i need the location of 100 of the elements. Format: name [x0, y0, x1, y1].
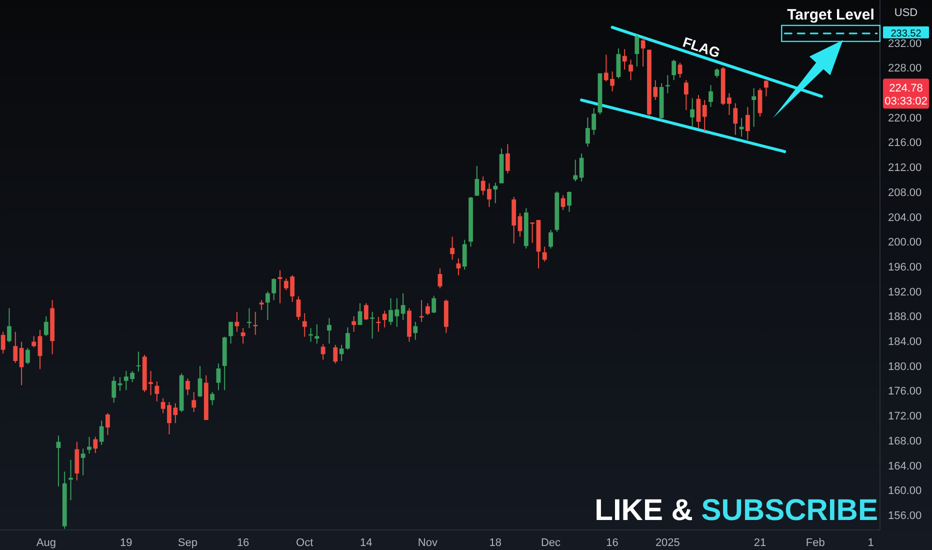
y-tick-label: 168.00 [888, 435, 922, 448]
candlestick [44, 316, 48, 337]
candlestick [382, 310, 387, 328]
candlestick [185, 378, 190, 396]
candlestick [456, 258, 461, 276]
candlestick [462, 239, 467, 270]
y-tick-label: 188.00 [888, 311, 922, 324]
y-tick-label: 228.00 [888, 62, 922, 75]
candlestick [192, 392, 196, 412]
candlestick [105, 412, 110, 436]
candlestick [327, 318, 332, 344]
candlestick [634, 34, 640, 67]
candlestick [7, 308, 12, 343]
candlestick [474, 165, 480, 196]
candlestick [320, 344, 326, 360]
x-tick-label: Feb [806, 536, 825, 549]
candlestick [714, 68, 720, 78]
x-tick-label: 16 [606, 536, 618, 549]
candlestick [628, 59, 633, 81]
candlestick [400, 292, 406, 320]
candlestick [702, 100, 707, 132]
y-tick-label: 216.00 [888, 137, 922, 150]
x-tick-label: Aug [36, 536, 56, 549]
candlestick [493, 182, 498, 204]
candlestick [573, 159, 578, 182]
x-tick-label: 1 [868, 536, 874, 549]
series-label: Target Level [787, 6, 874, 24]
x-tick-label: 14 [360, 536, 372, 549]
candlestick [364, 302, 368, 320]
x-tick-label: Nov [418, 536, 438, 549]
candlestick [339, 344, 344, 362]
candlestick [19, 341, 24, 386]
x-tick-label: 21 [754, 536, 766, 549]
y-tick-label: 172.00 [888, 410, 922, 423]
candlestick [616, 48, 621, 79]
y-tick-label: 208.00 [888, 186, 922, 199]
candlestick [80, 448, 86, 476]
x-tick-label: 16 [236, 536, 250, 549]
candlestick [733, 102, 738, 136]
candlestick [259, 300, 264, 311]
y-tick-label: 212.00 [888, 162, 922, 174]
candlestick [640, 37, 646, 67]
candlestick [99, 420, 104, 446]
y-tick-label: 232.00 [888, 38, 922, 50]
candlestick [560, 194, 566, 211]
candlestick [314, 324, 320, 344]
candlestick [665, 74, 670, 94]
annotation: LIKE & SUBSCRIBE [594, 494, 878, 527]
candlestick [745, 106, 750, 140]
candlestick [425, 302, 430, 316]
candlestick [764, 80, 768, 97]
candlestick [198, 365, 202, 398]
candlestick [333, 344, 338, 364]
candlestick [272, 278, 276, 301]
y-tick-label: 156.00 [888, 510, 922, 522]
x-tick-label: Oct [296, 536, 314, 549]
x-tick-label: 18 [489, 536, 502, 549]
candlestick [93, 436, 98, 454]
candlestick [567, 190, 572, 212]
candlestick [0, 331, 6, 354]
candlestick [752, 88, 756, 128]
y-tick-label: 200.00 [888, 236, 922, 249]
text: USD [894, 7, 918, 19]
candlestick [345, 326, 350, 350]
candlestick [296, 296, 301, 320]
y-tick-label: 160.00 [888, 485, 922, 498]
candlestick [518, 212, 522, 238]
candlestick [210, 392, 215, 406]
candlestick [542, 246, 547, 262]
annotation: FLAG [680, 34, 722, 61]
candlestick [278, 270, 282, 304]
candlestick [432, 295, 436, 314]
y-tick-label: 164.00 [888, 460, 922, 472]
candlestick [32, 336, 36, 348]
candlestick [112, 376, 116, 404]
text: 03:33:02 [884, 96, 928, 108]
data-label: 233.52 [890, 28, 922, 40]
candlestick [13, 331, 18, 364]
x-tick-label: Dec [540, 536, 562, 549]
candlestick [678, 62, 682, 78]
candlestick [438, 268, 442, 289]
text: 224.78 [889, 82, 923, 95]
candlestick [25, 347, 30, 365]
candlestick [240, 328, 246, 344]
candlestick [505, 144, 510, 174]
x-tick-label: 19 [120, 536, 132, 549]
y-tick-label: 204.00 [888, 212, 922, 224]
y-tick-label: 220.00 [888, 112, 922, 124]
candlestick [413, 321, 418, 340]
x-tick-label: Sep [178, 536, 198, 549]
candlestick [758, 88, 762, 118]
y-tick-label: 192.00 [888, 286, 922, 298]
candlestick [38, 329, 42, 370]
y-tick-label: 176.00 [888, 386, 922, 398]
candlestick [302, 312, 307, 338]
y-tick-label: 184.00 [888, 336, 922, 348]
candlestick [696, 94, 701, 128]
candlestick [352, 316, 356, 332]
candlestick [234, 311, 240, 332]
candlestick [450, 236, 455, 260]
